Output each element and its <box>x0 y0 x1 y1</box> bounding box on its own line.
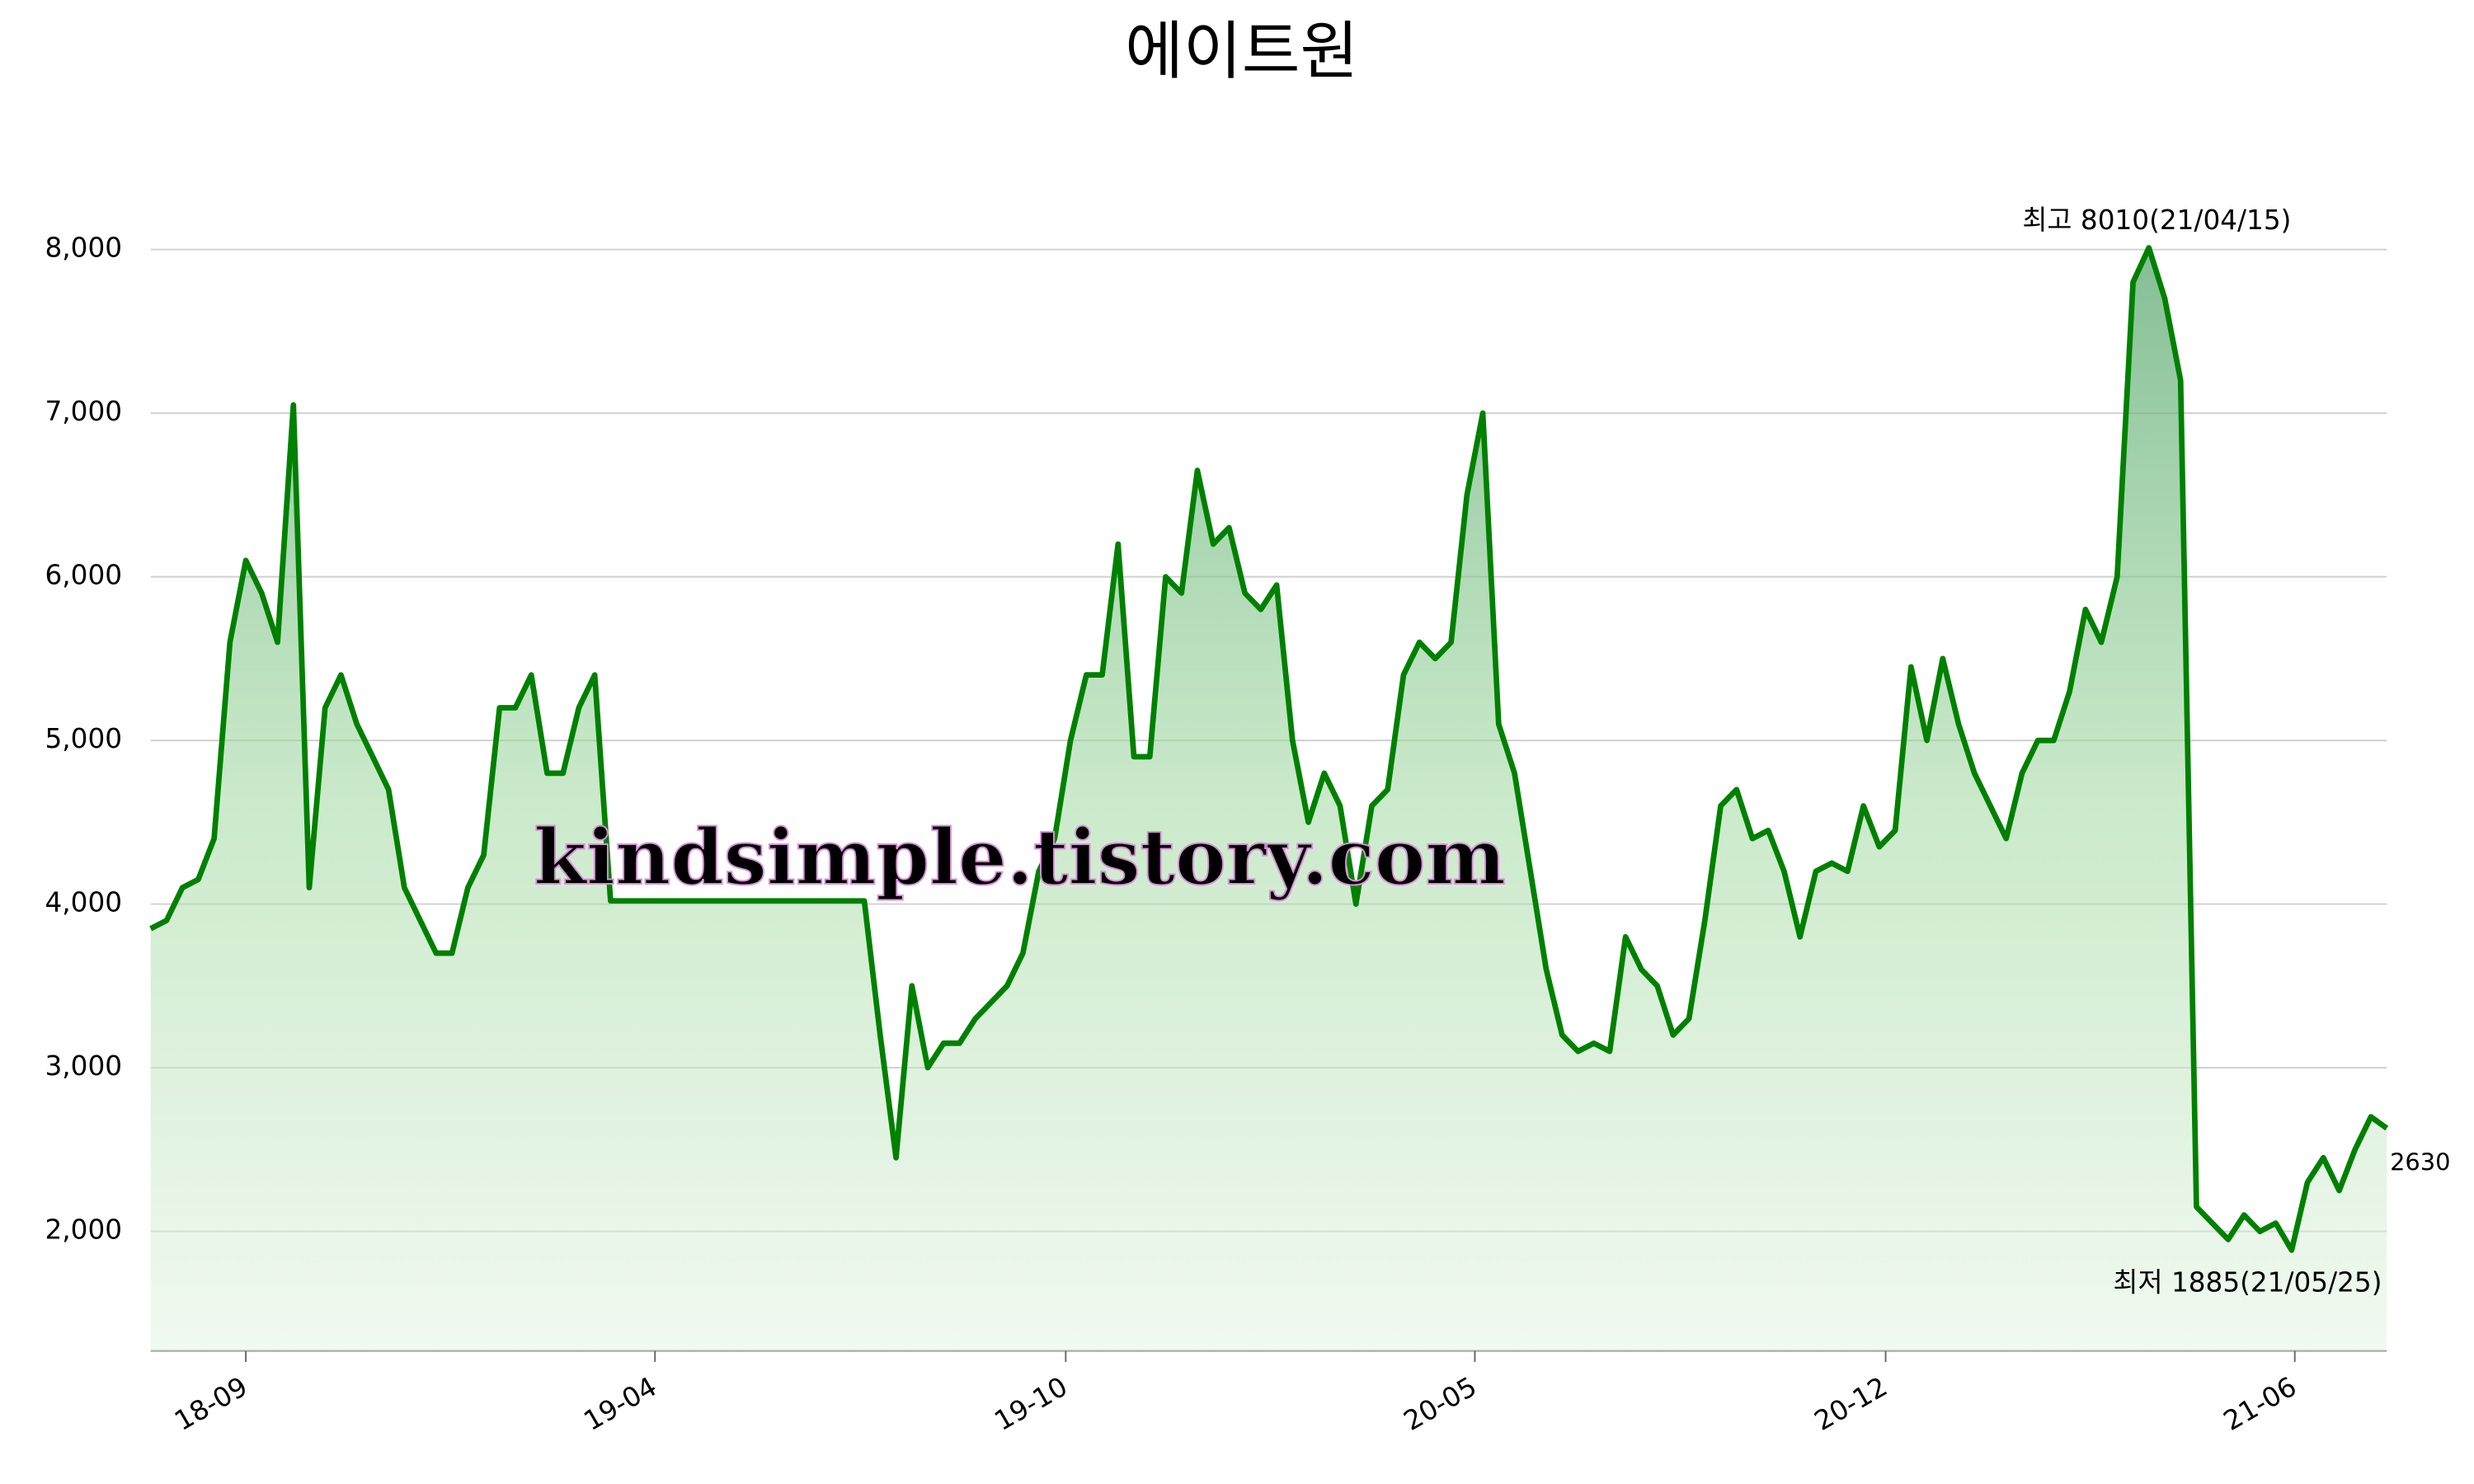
y-tick-label: 7,000 <box>45 396 122 427</box>
y-tick-label: 6,000 <box>45 560 122 591</box>
x-tick-label: 20-12 <box>1809 1371 1893 1437</box>
y-tick-label: 4,000 <box>45 887 122 918</box>
annotation: 최저 1885(21/05/25) <box>2113 1267 2382 1298</box>
area-fill <box>150 247 2387 1351</box>
x-tick-label: 19-04 <box>578 1371 661 1437</box>
annotation: 최고 8010(21/04/15) <box>2022 204 2291 236</box>
x-tick-label: 19-10 <box>990 1371 1073 1437</box>
x-tick-label: 18-09 <box>169 1371 252 1437</box>
y-tick-label: 8,000 <box>45 232 122 264</box>
y-tick-label: 2,000 <box>45 1214 122 1246</box>
x-tick-label: 20-05 <box>1399 1371 1482 1437</box>
y-tick-label: 3,000 <box>45 1050 122 1082</box>
watermark: kindsimple.tistory.com <box>534 812 1506 902</box>
y-tick-label: 5,000 <box>45 723 122 754</box>
chart-title: 에이트원 <box>1125 15 1358 88</box>
annotation: 2630 <box>2390 1148 2450 1176</box>
price-line <box>149 245 2389 1253</box>
x-tick-label: 21-06 <box>2218 1371 2302 1437</box>
